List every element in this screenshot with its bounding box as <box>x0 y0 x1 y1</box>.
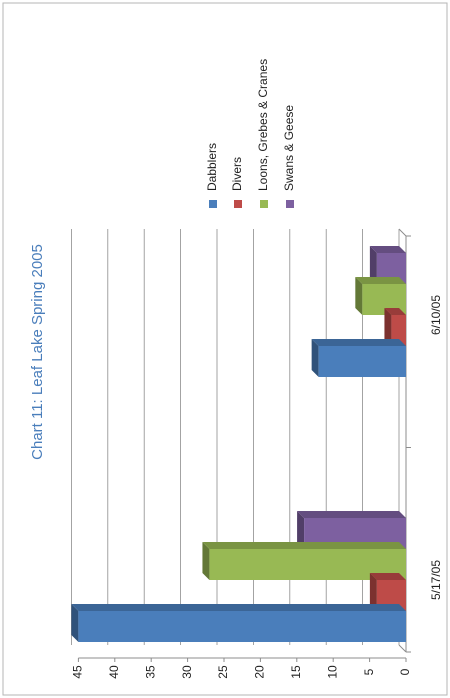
bar-end-face <box>369 573 377 611</box>
bar-top-face <box>384 308 406 315</box>
value-tick-label: 0 <box>398 668 412 675</box>
legend-label: Divers <box>230 157 244 191</box>
legend-swatch <box>286 200 294 208</box>
value-tick-label: 20 <box>253 665 267 679</box>
legend-label: Swans & Geese <box>282 105 296 191</box>
value-tick-label: 5 <box>362 668 376 675</box>
category-label: 6/10/05 <box>429 295 443 335</box>
bar-end-face <box>369 246 377 284</box>
floor-edge <box>398 644 407 653</box>
bar-front-face <box>78 611 407 642</box>
value-tick-label: 10 <box>325 665 339 679</box>
category-label: 5/17/05 <box>429 560 443 600</box>
category-tick-labels: 5/17/05 6/10/05 <box>429 295 443 600</box>
bar-top-face <box>71 604 407 611</box>
bar-top-face <box>369 573 406 580</box>
bar-top-face <box>369 246 406 253</box>
bar-end-face <box>384 308 392 346</box>
bar-dabblers-2 <box>311 339 406 377</box>
bar-top-face <box>355 277 406 284</box>
bars <box>71 246 407 642</box>
value-tick-label: 15 <box>289 665 303 679</box>
bar-end-face <box>297 511 305 549</box>
bar-end-face <box>355 277 363 315</box>
bar-dabblers-1 <box>71 604 407 642</box>
floor-edge <box>398 228 407 237</box>
value-tick-label: 30 <box>180 665 194 679</box>
legend-swatch <box>234 200 242 208</box>
value-tick-labels: 0 5 10 15 20 25 30 35 40 45 <box>71 665 413 679</box>
legend-label: Loons, Grebes & Cranes <box>256 59 270 191</box>
legend-swatch <box>260 200 268 208</box>
bar-divers-2 <box>384 308 406 346</box>
value-tick-label: 25 <box>216 665 230 679</box>
legend: Dabblers Divers Loons, Grebes & Cranes Swan… <box>205 59 296 208</box>
bar-front-face <box>318 346 406 377</box>
bar-front-face <box>391 315 406 346</box>
value-tick-label: 40 <box>107 665 121 679</box>
bar-end-face <box>311 339 319 377</box>
legend-label: Dabblers <box>205 143 219 191</box>
value-tick-label: 45 <box>71 665 85 679</box>
bar-top-face <box>311 339 406 346</box>
chart-title: Chart 11: Leaf Lake Spring 2005 <box>29 244 46 460</box>
legend-swatch <box>209 200 217 208</box>
value-tick-label: 35 <box>143 665 157 679</box>
bar-end-face <box>71 604 79 642</box>
bar-end-face <box>202 542 210 580</box>
bar-top-face <box>297 511 406 518</box>
bar-top-face <box>202 542 406 549</box>
